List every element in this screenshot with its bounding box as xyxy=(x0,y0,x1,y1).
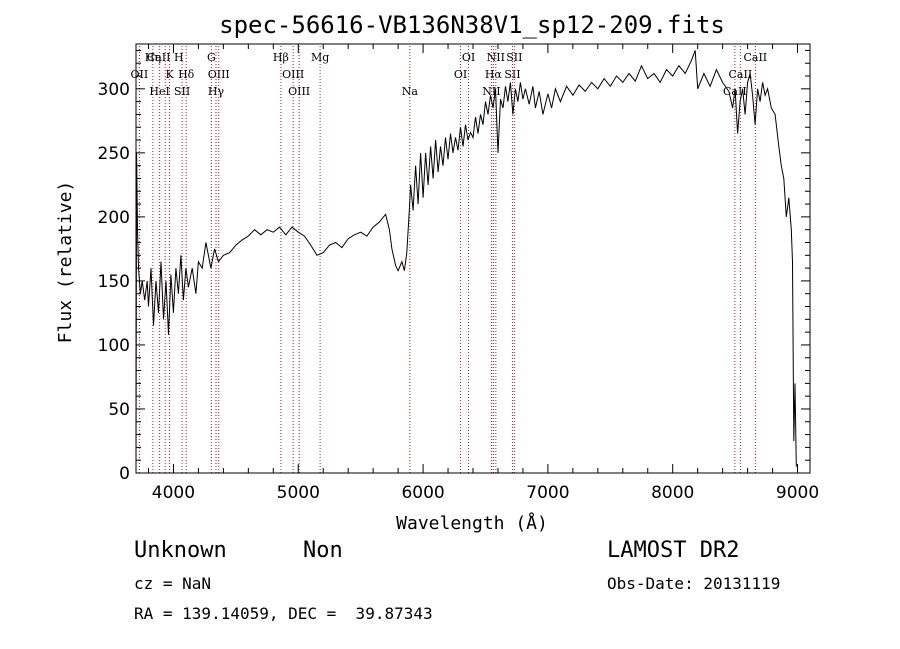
line-marker-label: OIII xyxy=(288,85,310,98)
line-marker-label: OII xyxy=(131,68,149,81)
x-axis-label: Wavelength (Å) xyxy=(396,512,548,534)
y-tick-label: 300 xyxy=(98,80,130,100)
line-marker-label: CaII H xyxy=(147,51,184,64)
line-marker-label: OIII xyxy=(208,68,230,81)
coordinates-label: RA = 139.14059, DEC = 39.87343 xyxy=(134,604,433,623)
line-marker-label: G xyxy=(207,51,216,64)
spectrum-chart: spec-56616-VB136N38V1_sp12-209.fits OIIH… xyxy=(55,11,819,534)
plot-frame xyxy=(135,43,811,474)
line-marker-label: Mg xyxy=(311,51,329,64)
line-marker-label: NII xyxy=(482,85,500,98)
line-marker-label: Hα xyxy=(485,68,503,81)
line-marker-label: CaII xyxy=(729,68,753,81)
object-subclass: Non xyxy=(303,538,343,563)
chart-title: spec-56616-VB136N38V1_sp12-209.fits xyxy=(219,11,725,39)
line-marker-label: NII xyxy=(487,51,505,64)
x-tick-label: 7000 xyxy=(526,483,569,503)
x-tick-label: 9000 xyxy=(776,483,819,503)
x-tick-label: 6000 xyxy=(401,483,444,503)
y-tick-label: 250 xyxy=(98,144,130,164)
line-marker-label: OI xyxy=(462,51,475,64)
line-marker-label: OIII xyxy=(282,68,304,81)
y-tick-label: 200 xyxy=(98,208,130,228)
line-marker-label: SII xyxy=(504,68,520,81)
y-tick-label: 50 xyxy=(108,400,130,420)
survey-label: LAMOST DR2 xyxy=(607,538,740,563)
line-marker-label: Hη xyxy=(145,51,161,64)
y-tick-label: 100 xyxy=(98,336,130,356)
y-axis-label: Flux (relative) xyxy=(55,181,76,344)
line-marker-label: CaII xyxy=(743,51,767,64)
spectrum-line xyxy=(135,50,797,467)
line-marker-label: K xyxy=(165,68,174,81)
line-marker-label: HeI xyxy=(149,85,169,98)
y-tick-label: 150 xyxy=(98,272,130,292)
x-tick-label: 8000 xyxy=(651,483,694,503)
plot-axes: 4000 5000 6000 7000 8000 9000 0 50 100 150 200 250 3… xyxy=(98,43,819,503)
object-class: Unknown xyxy=(134,538,227,563)
line-marker-label: Na xyxy=(402,85,419,98)
line-marker-label: Hβ xyxy=(273,51,289,64)
line-marker-label: Hδ xyxy=(178,68,195,81)
line-marker-label: OI xyxy=(454,68,467,81)
x-tick-label: 5000 xyxy=(277,483,320,503)
y-tick-label: 0 xyxy=(119,464,130,484)
line-marker-label: Hγ xyxy=(208,85,225,98)
line-marker-label: SII xyxy=(174,85,190,98)
x-tick-label: 4000 xyxy=(152,483,195,503)
obs-date-label: Obs-Date: 20131119 xyxy=(607,574,781,593)
line-marker-label: SII xyxy=(506,51,522,64)
redshift-label: cz = NaN xyxy=(134,574,212,593)
